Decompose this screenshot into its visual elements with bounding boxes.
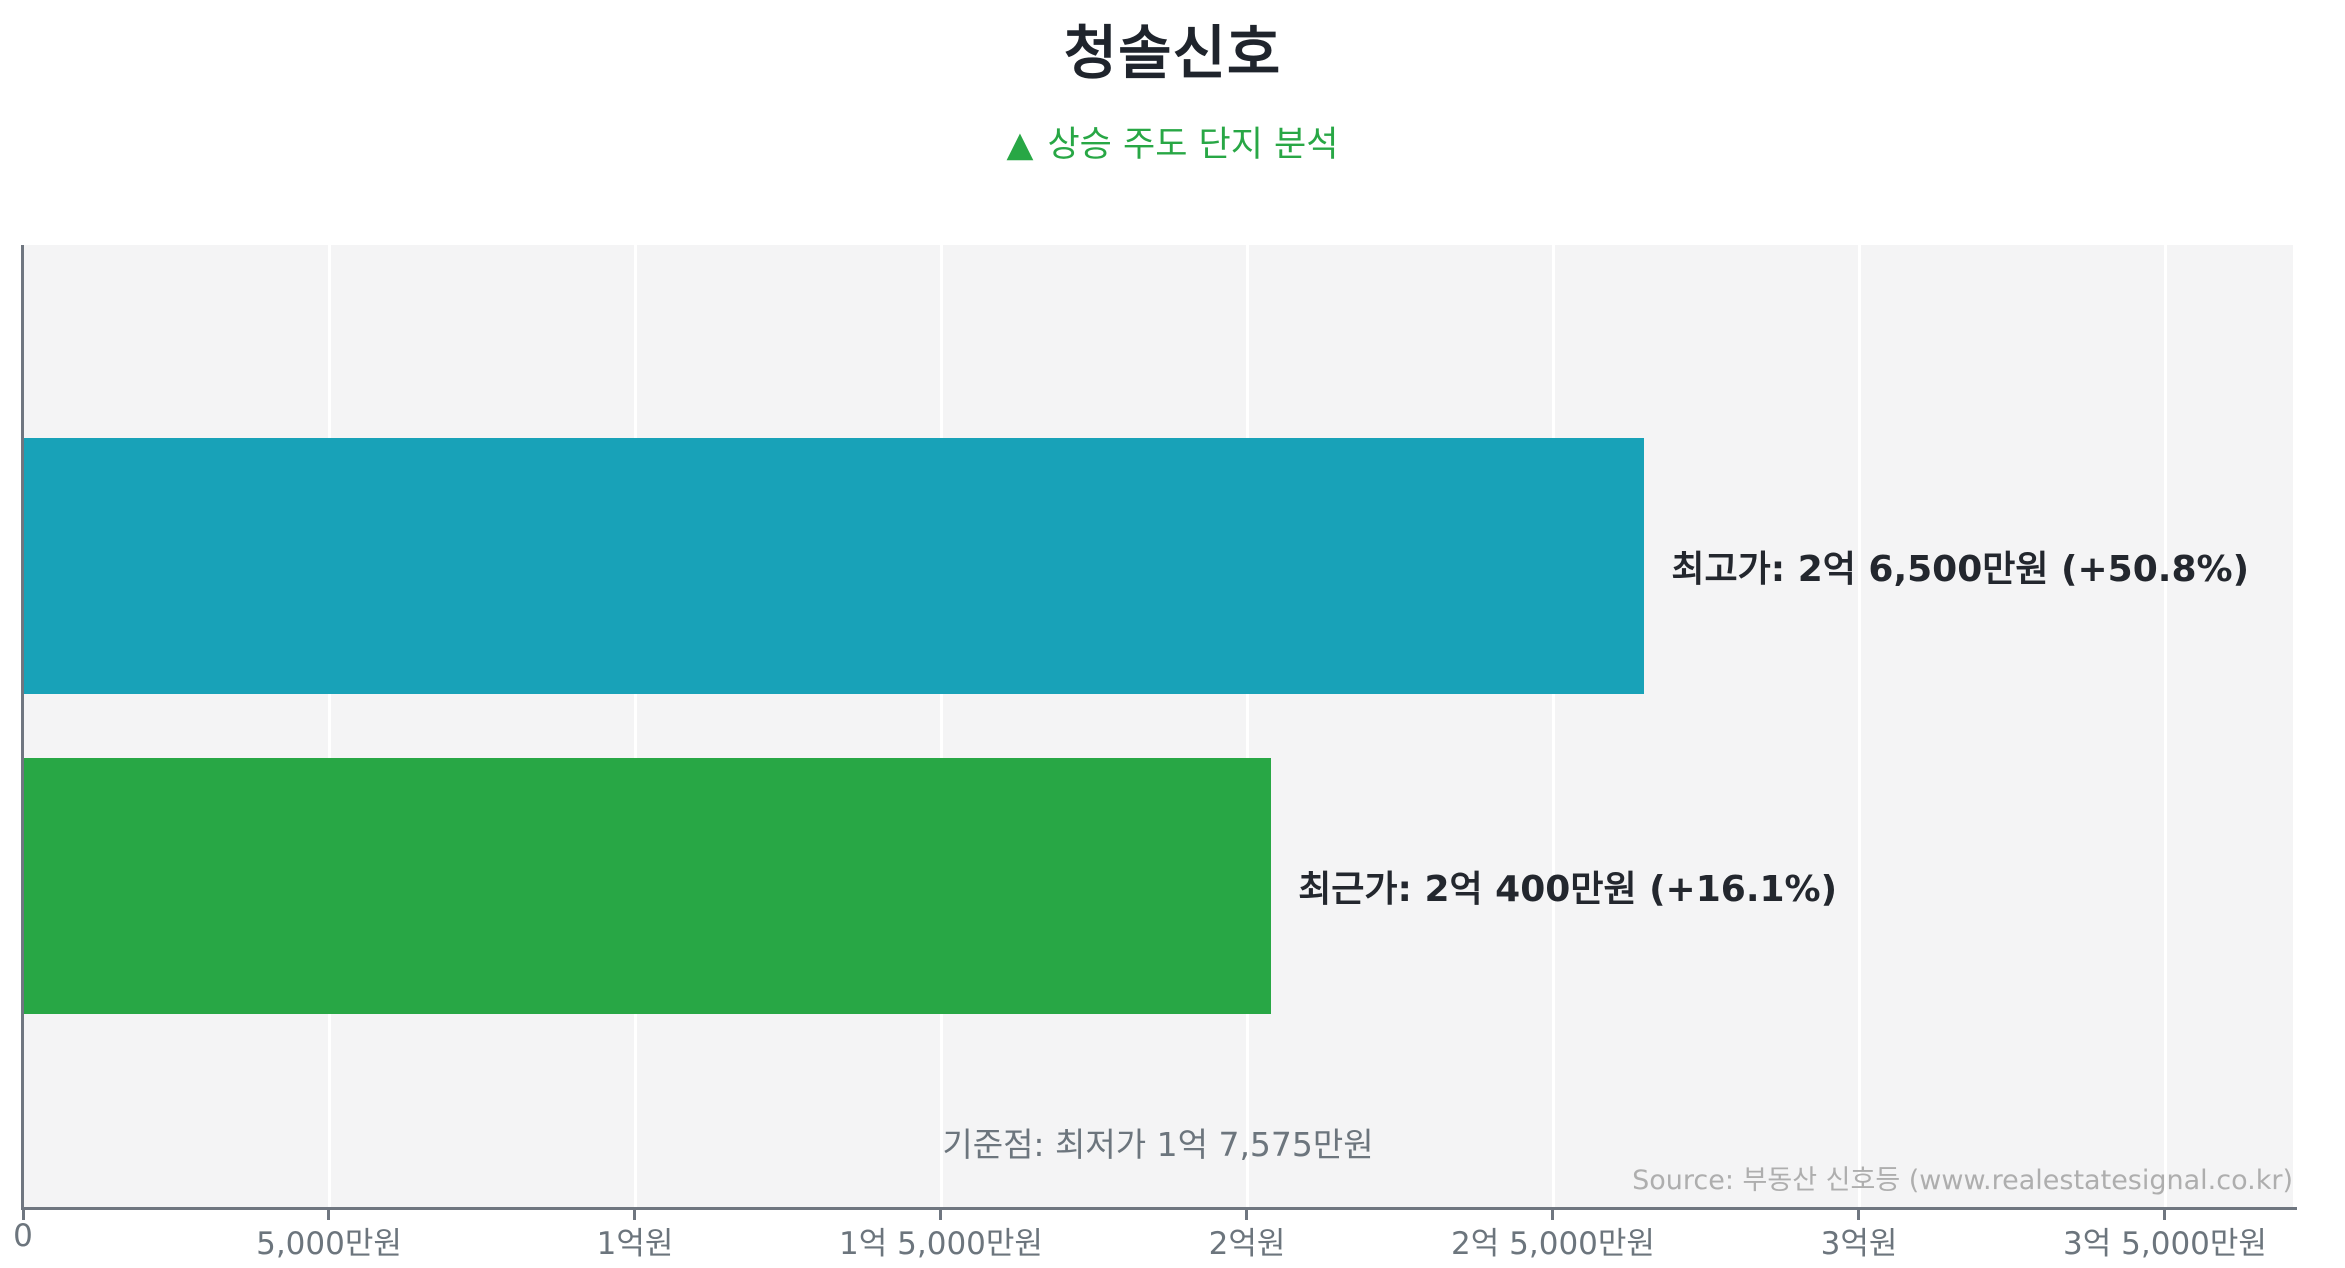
chart-subtitle: ▲ 상승 주도 단지 분석 [0, 116, 2345, 167]
baseline-note: 기준점: 최저가 1억 7,575만원 [942, 1125, 1374, 1164]
x-tick-label: 1억 5,000만원 [839, 1226, 1043, 1262]
x-tick-mark [22, 1207, 25, 1220]
recent-price-bar-row: 최근가: 2억 400만원 (+16.1%) [23, 758, 2293, 1014]
subtitle-text: 상승 주도 단지 분석 [1047, 125, 1339, 165]
y-axis-line [21, 245, 24, 1210]
gridline [633, 245, 637, 1207]
highest-price-bar-row: 최고가: 2억 6,500만원 (+50.8%) [23, 438, 2293, 694]
x-tick-label: 3억원 [1820, 1226, 1898, 1262]
gridline [327, 245, 331, 1207]
x-tick-label: 5,000만원 [256, 1226, 402, 1262]
x-tick-mark [327, 1207, 330, 1220]
gridline [2163, 245, 2167, 1207]
x-tick-mark [633, 1207, 636, 1220]
gridline [939, 245, 943, 1207]
x-tick-mark [2163, 1207, 2166, 1220]
recent-price-value-label: 최근가: 2억 400만원 (+16.1%) [1298, 869, 1838, 910]
recent-price-bar [23, 758, 1272, 1014]
x-tick-mark [1551, 1207, 1554, 1220]
source-credit: Source: 부동산 신호등 (www.realestatesignal.co… [1632, 1165, 2293, 1196]
x-tick-label: 3억 5,000만원 [2063, 1226, 2267, 1262]
plot-area: 최고가: 2억 6,500만원 (+50.8%) 최근가: 2억 400만원 (+… [23, 245, 2293, 1207]
highest-price-value-label: 최고가: 2억 6,500만원 (+50.8%) [1671, 549, 2250, 590]
gridline [1857, 245, 1861, 1207]
x-tick-mark [939, 1207, 942, 1220]
x-tick-label: 2억 5,000만원 [1451, 1226, 1655, 1262]
gridline [1551, 245, 1555, 1207]
x-axis-line [21, 1207, 2297, 1210]
x-tick-label: 0 [13, 1218, 33, 1254]
x-tick-mark [1857, 1207, 1860, 1220]
up-triangle-icon: ▲ [1006, 125, 1034, 165]
highest-price-bar [23, 438, 1645, 694]
gridline [1245, 245, 1249, 1207]
chart-title: 청솔신호 [1063, 19, 1282, 87]
x-tick-label: 2억원 [1208, 1226, 1286, 1262]
x-tick-label: 1억원 [596, 1226, 674, 1262]
x-tick-mark [1245, 1207, 1248, 1220]
